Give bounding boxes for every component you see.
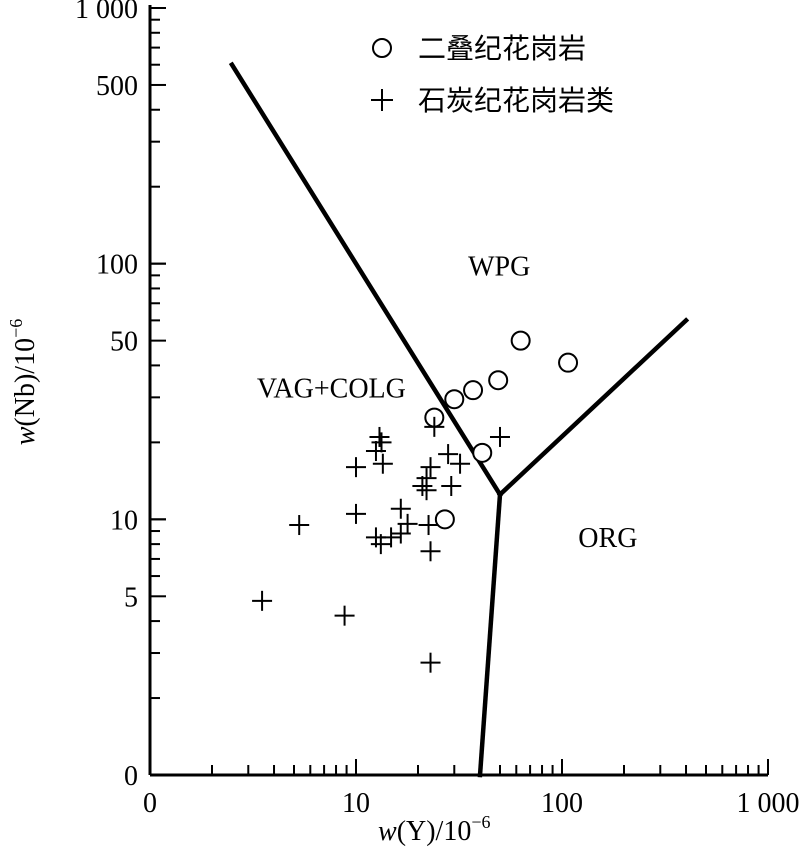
boundary-line (228, 61, 504, 498)
data-point-plus (418, 515, 439, 536)
data-point-plus (334, 605, 355, 626)
tick-marks (149, 7, 769, 776)
tick-labels: 0 10 100 1 000 0 5 10 50 100 500 1 000 (75, 0, 800, 819)
y-axis-title-main: (Nb)/10 (10, 338, 41, 427)
data-point-circle (434, 509, 455, 530)
y-tick-label: 5 (124, 582, 138, 613)
y-tick-label: 100 (96, 250, 138, 281)
data-point-plus (365, 441, 386, 462)
region-labels: WPG VAG+COLG ORG (257, 251, 638, 554)
data-point-circle (558, 352, 579, 373)
data-point-plus (420, 652, 441, 673)
axes (148, 5, 768, 777)
data-point-plus (252, 590, 273, 611)
data-point-plus (438, 444, 459, 465)
legend: 二叠纪花岗岩 石炭纪花岗岩类 (371, 32, 614, 117)
data-point-plus (369, 426, 390, 447)
boundary-lines (228, 61, 690, 778)
legend-label-permian: 二叠纪花岗岩 (418, 32, 586, 65)
data-point-plus (289, 515, 310, 536)
data-point-plus (371, 432, 392, 453)
x-tick-label: 0 (143, 788, 157, 819)
y-tick-label: 1 000 (75, 0, 138, 25)
data-point-plus (424, 416, 445, 437)
data-point-plus (420, 457, 441, 478)
y-tick-label: 500 (96, 71, 138, 102)
data-point-plus (416, 480, 437, 501)
data-point-plus (450, 453, 471, 474)
y-axis-title: w(Nb)/10−6 (6, 319, 41, 446)
data-point-circle (444, 389, 465, 410)
data-point-plus (372, 453, 393, 474)
x-tick-label: 100 (541, 788, 583, 819)
y-tick-label: 10 (110, 505, 138, 536)
x-axis-title-main: (Y)/10 (397, 816, 472, 847)
y-axis-title-sup: −6 (6, 319, 26, 338)
region-label: VAG+COLG (257, 373, 406, 404)
data-point-circle (463, 380, 484, 401)
legend-label-carboniferous: 石炭纪花岗岩类 (418, 84, 614, 117)
x-axis-title-prefix: w (378, 816, 397, 847)
legend-marker-circle (372, 38, 392, 58)
data-point-plus (390, 523, 411, 544)
region-label: ORG (578, 523, 637, 554)
y-tick-label: 0 (124, 761, 138, 792)
y-tick-label: 50 (110, 327, 138, 358)
data-point-plus (390, 498, 411, 519)
x-tick-label: 1 000 (737, 788, 800, 819)
data-point-plus (370, 534, 391, 555)
data-points (252, 330, 579, 673)
data-point-plus (412, 476, 433, 497)
data-point-circle (510, 330, 531, 351)
boundary-line (496, 317, 690, 498)
data-point-circle (472, 442, 493, 463)
data-point-plus (346, 503, 366, 524)
data-point-plus (346, 457, 366, 478)
data-point-plus (420, 541, 441, 562)
x-axis-title-sup: −6 (471, 812, 490, 832)
data-point-plus (441, 476, 462, 497)
region-label: WPG (468, 251, 530, 282)
boundary-line (477, 492, 503, 778)
data-point-circle (488, 370, 509, 391)
x-tick-label: 10 (342, 788, 370, 819)
x-axis-title: w(Y)/10−6 (378, 812, 491, 847)
y-axis-title-prefix: w (10, 426, 41, 445)
data-point-plus (489, 426, 510, 447)
